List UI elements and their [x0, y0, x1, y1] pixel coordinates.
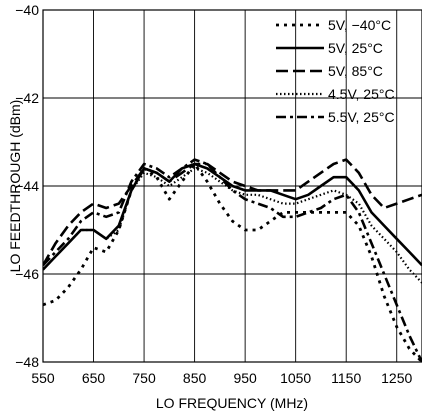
x-tick-label: 950 [233, 370, 257, 386]
x-tick-label: 550 [31, 370, 55, 386]
legend-label: 5.5V, 25°C [328, 109, 395, 125]
x-axis-ticks: 550 650 750 850 950 1050 1150 1250 [31, 370, 412, 386]
y-tick-label: −48 [15, 354, 39, 370]
x-tick-label: 1250 [381, 370, 412, 386]
x-axis-title: LO FREQUENCY (MHz) [156, 395, 308, 411]
series-line-5 [43, 158, 422, 362]
x-tick-label: 1050 [280, 370, 311, 386]
legend-label: 4.5V, 25°C [328, 86, 395, 102]
y-tick-label: −44 [15, 178, 39, 194]
legend-label: 5V, 25°C [328, 40, 383, 56]
plot-frame [42, 9, 422, 363]
series-line-2 [43, 162, 422, 271]
y-tick-label: −40 [15, 2, 39, 18]
x-tick-label: 1150 [331, 370, 361, 386]
y-tick-label: −42 [15, 90, 39, 106]
series-line-4 [43, 167, 422, 284]
x-tick-label: 750 [132, 370, 156, 386]
series-line-3 [43, 158, 422, 266]
y-tick-label: −46 [15, 266, 39, 282]
y-axis-title: LO FEEDTHROUGH (dBm) [7, 100, 23, 273]
series-group [43, 158, 422, 362]
legend: 5V, −40°C 5V, 25°C 5V, 85°C 4.5V, 25°C 5.5V,… [276, 17, 395, 125]
legend-label: 5V, −40°C [328, 17, 391, 33]
legend-label: 5V, 85°C [328, 63, 383, 79]
series-line-1 [43, 162, 422, 362]
y-axis-ticks: −48 −46 −44 −42 −40 [15, 2, 39, 370]
x-tick-label: 850 [183, 370, 207, 386]
x-tick-label: 650 [82, 370, 106, 386]
